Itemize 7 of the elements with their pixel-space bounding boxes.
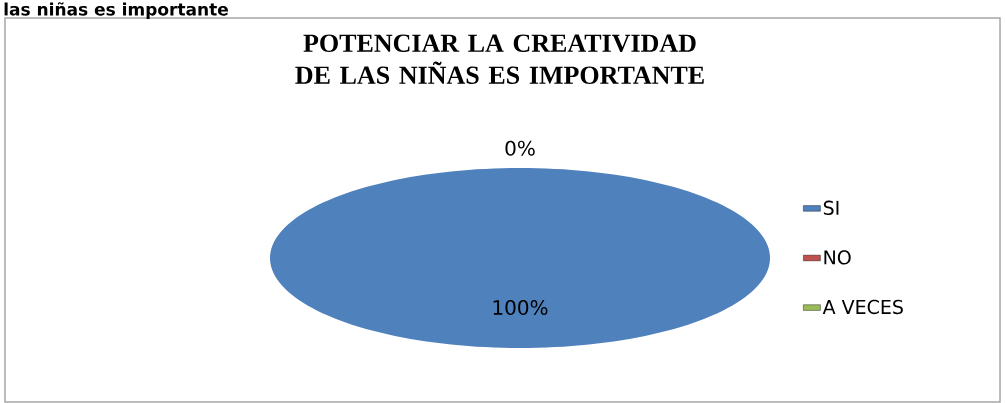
legend-label: A VECES [822,299,903,315]
legend-label: SI [823,200,839,215]
text: las niñas es importante [4,2,228,19]
legend-label: NO [824,250,851,265]
data-label: 100% [493,299,548,316]
chart-title: POTENCIAR LA CREATIVIDAD DE LAS NIÑAS ES IMPORTANTE [295,34,704,84]
text: 0% [505,140,535,156]
